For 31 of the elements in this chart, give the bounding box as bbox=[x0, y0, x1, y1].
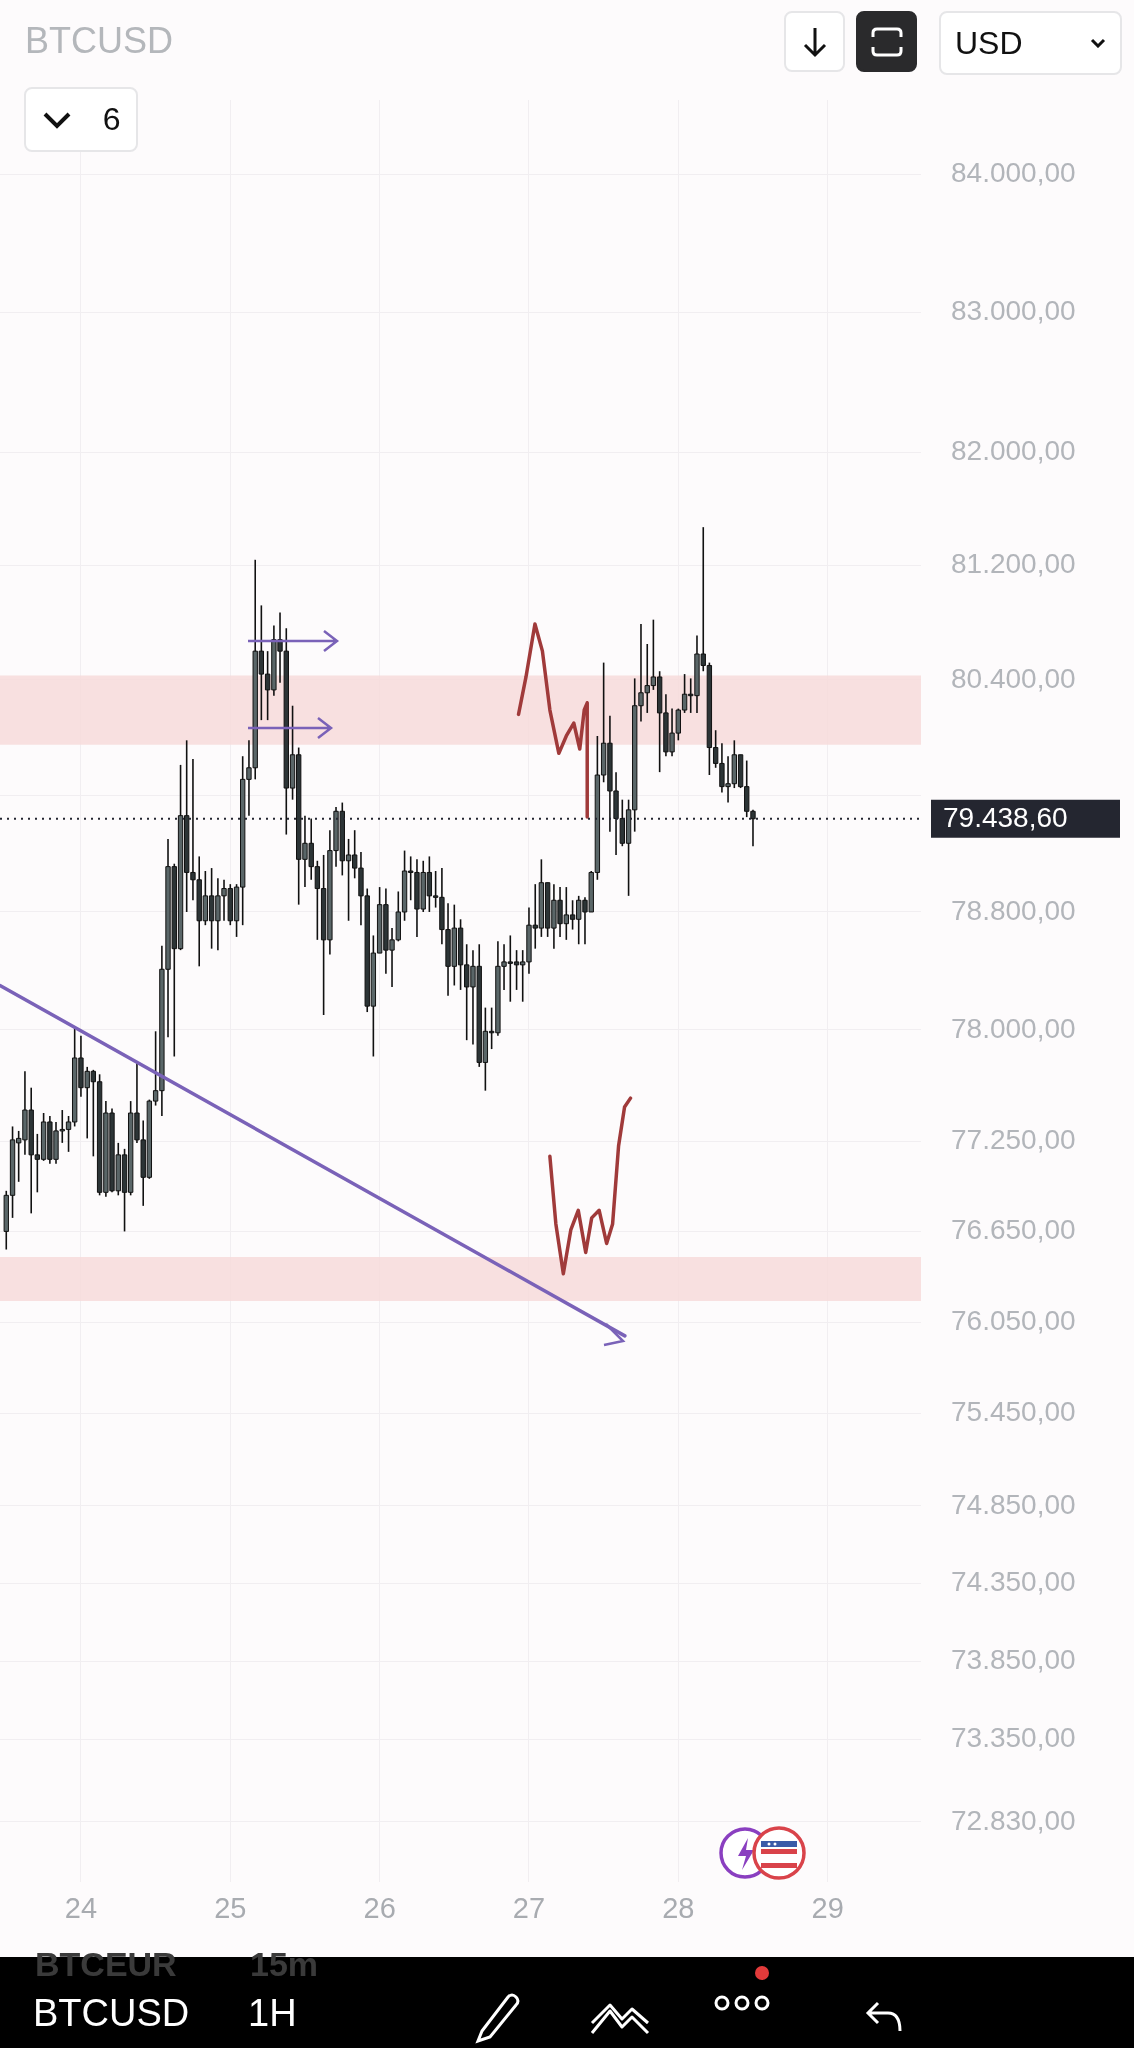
ref-line-label: 79.438,60 bbox=[943, 802, 1068, 834]
chart-title: BTCUSD bbox=[33, 1992, 190, 2034]
y-tick-label: 76.050,00 bbox=[951, 1304, 1076, 1336]
currency-select: USD bbox=[939, 11, 1122, 75]
chart-title: BTCUSD bbox=[25, 20, 174, 62]
y-tick-label: 74.350,00 bbox=[951, 1565, 1076, 1597]
y-tick-label: 77.250,00 bbox=[951, 1124, 1076, 1156]
y-tick-label: 74.850,00 bbox=[951, 1488, 1076, 1520]
y-tick-label: 78.800,00 bbox=[951, 894, 1076, 926]
y-tick-label: 72.830,00 bbox=[951, 1804, 1076, 1836]
y-tick-label: 75.450,00 bbox=[951, 1396, 1076, 1428]
x-tick-label: 29 bbox=[811, 1891, 844, 1924]
y-tick-label: 73.350,00 bbox=[951, 1722, 1076, 1754]
x-tick-label: 28 bbox=[662, 1891, 695, 1924]
text: 15m bbox=[250, 1945, 319, 1984]
annotation: 6 bbox=[102, 101, 121, 138]
y-tick-label: 73.850,00 bbox=[951, 1643, 1076, 1675]
x-tick-label: 27 bbox=[512, 1891, 546, 1924]
x-tick-label: 24 bbox=[64, 1891, 98, 1924]
y-tick-label: 84.000,00 bbox=[951, 156, 1076, 188]
y-tick-label: 80.400,00 bbox=[951, 662, 1076, 694]
y-tick-label: 76.650,00 bbox=[951, 1214, 1076, 1246]
x-tick-label: 25 bbox=[214, 1891, 247, 1924]
y-tick-label: 83.000,00 bbox=[951, 295, 1076, 327]
y-tick-label: 78.000,00 bbox=[951, 1012, 1076, 1044]
text: BTCEUR bbox=[35, 1945, 177, 1984]
count-dropdown: 6 bbox=[24, 87, 138, 152]
y-tick-label: 81.200,00 bbox=[951, 548, 1076, 580]
text: 1H bbox=[248, 1992, 297, 2035]
x-tick-label: 26 bbox=[363, 1891, 396, 1924]
y-tick-label: 82.000,00 bbox=[951, 435, 1076, 466]
